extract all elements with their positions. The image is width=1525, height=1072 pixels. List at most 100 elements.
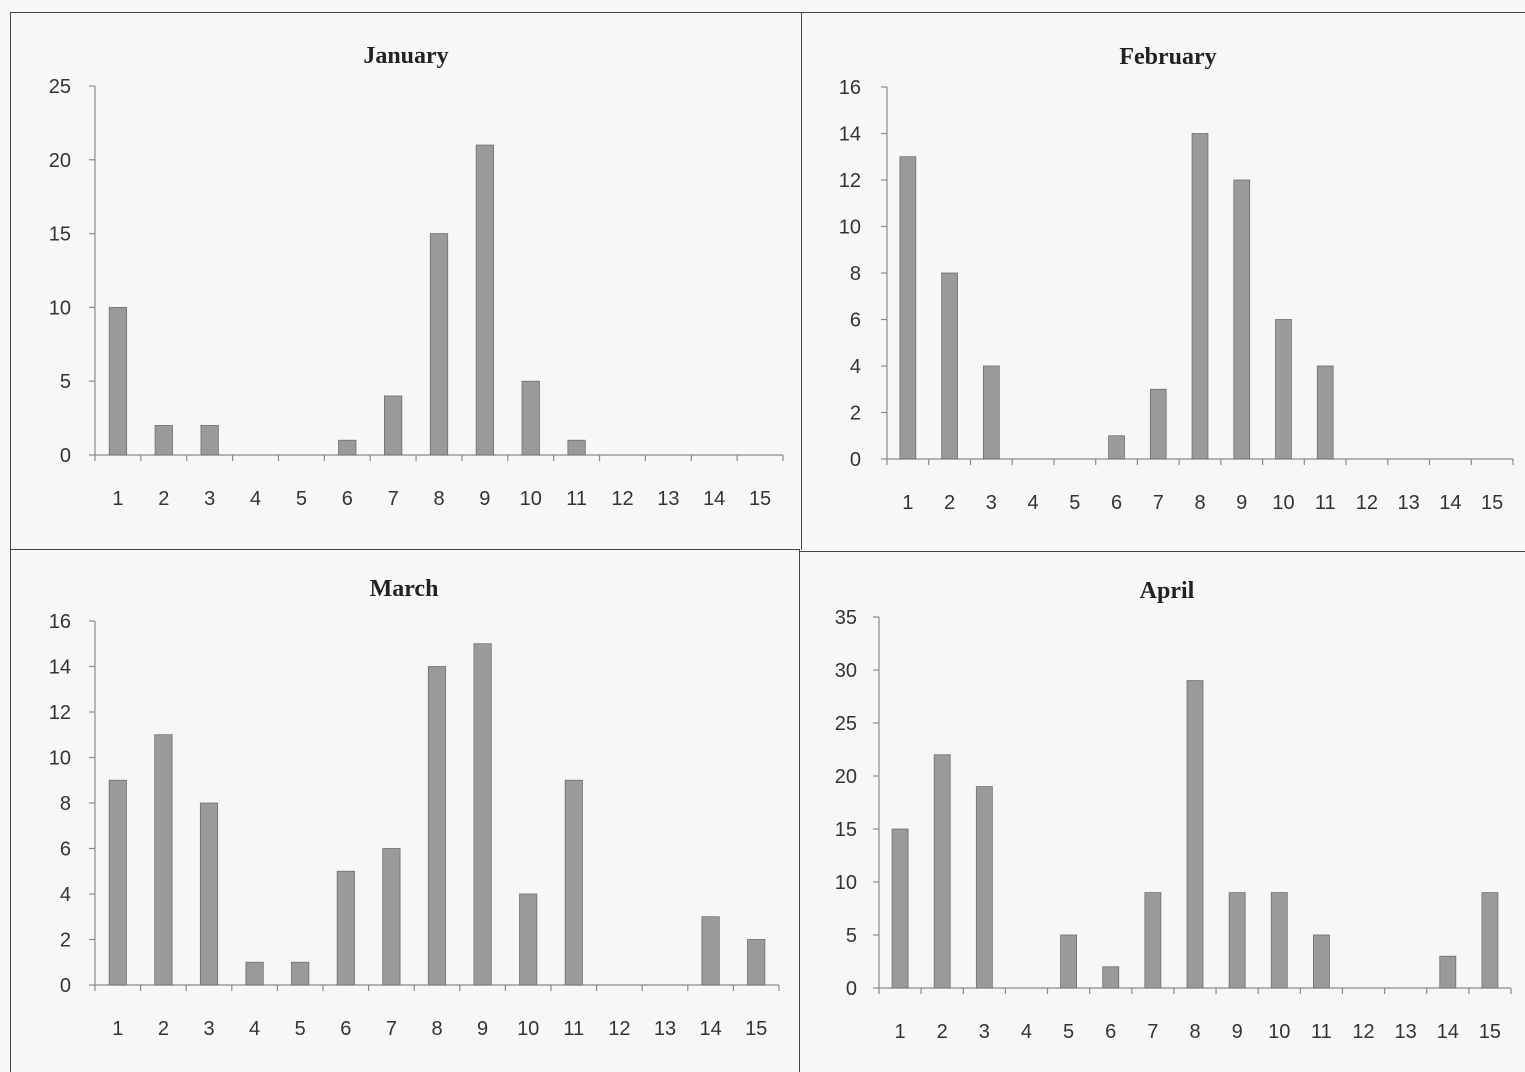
x-tick-label: 14 — [1439, 492, 1461, 514]
x-tick-label: 8 — [1194, 492, 1205, 514]
y-tick-label: 0 — [60, 445, 71, 467]
y-tick-label: 0 — [846, 978, 857, 1000]
bar-7 — [384, 395, 403, 456]
chart-panel-january: January 0 5 10 15 20 25 1 2 3 4 5 6 7 8 9 10 11 12 13 14 15 — [10, 12, 802, 550]
bar-8 — [427, 666, 447, 986]
y-tick-label: 4 — [850, 356, 861, 378]
bar-8 — [1191, 133, 1209, 460]
y-tick-label: 8 — [850, 263, 861, 285]
x-tick-label: 6 — [1111, 492, 1122, 514]
y-tick-label: 2 — [60, 930, 71, 952]
x-tick-label: 11 — [1311, 1021, 1332, 1043]
y-tick-label: 5 — [60, 371, 71, 393]
x-tick-label: 10 — [520, 488, 542, 510]
x-tick-label: 5 — [1063, 1021, 1074, 1043]
bar-15 — [1481, 892, 1499, 989]
bar-9 — [473, 643, 492, 986]
x-tick-label: 15 — [745, 1018, 767, 1040]
y-tick-label: 6 — [60, 839, 71, 861]
x-tick-label: 13 — [654, 1018, 676, 1040]
y-tick-label: 30 — [835, 660, 857, 682]
x-tick-label: 1 — [902, 492, 913, 514]
x-tick-label: 12 — [1356, 492, 1378, 514]
bar-10 — [1275, 319, 1292, 460]
bar-7 — [1144, 892, 1162, 989]
x-tick-label: 3 — [986, 492, 997, 514]
x-tick-label: 11 — [1315, 492, 1336, 514]
y-tick-label: 25 — [49, 76, 71, 98]
chart-title: February — [1119, 44, 1216, 70]
bar-9 — [475, 144, 494, 456]
x-tick-label: 4 — [250, 488, 261, 510]
x-tick-label: 5 — [1069, 492, 1080, 514]
bar-15 — [747, 939, 766, 986]
y-tick-label: 0 — [60, 975, 71, 997]
bar-11 — [567, 439, 586, 456]
x-tick-label: 6 — [1105, 1021, 1116, 1043]
x-tick-label: 8 — [433, 488, 444, 510]
bar-6 — [1102, 966, 1120, 989]
x-tick-label: 14 — [699, 1018, 721, 1040]
bar-3 — [975, 786, 993, 989]
x-tick-label: 8 — [1189, 1021, 1200, 1043]
y-tick-label: 14 — [49, 657, 71, 679]
x-tick-label: 6 — [342, 488, 353, 510]
bar-8 — [1186, 680, 1204, 989]
y-tick-label: 10 — [49, 748, 71, 770]
bar-7 — [1149, 388, 1167, 460]
y-tick-label: 8 — [60, 793, 71, 815]
x-tick-label: 7 — [388, 488, 399, 510]
x-tick-label: 10 — [517, 1018, 539, 1040]
x-tick-label: 9 — [1236, 492, 1247, 514]
x-tick-label: 2 — [158, 1018, 169, 1040]
x-tick-label: 9 — [479, 488, 490, 510]
bar-2 — [154, 734, 173, 986]
x-tick-label: 10 — [1272, 492, 1294, 514]
chart-panel-april: April 0 5 10 15 20 25 30 35 1 2 3 4 5 6 7 8 9 10 11 12 13 14 1… — [799, 551, 1525, 1072]
y-tick-label: 2 — [850, 403, 861, 425]
y-tick-label: 10 — [49, 297, 71, 319]
x-tick-label: 7 — [1153, 492, 1164, 514]
x-tick-label: 15 — [749, 488, 771, 510]
bar-9 — [1228, 892, 1246, 989]
y-tick-label: 10 — [835, 872, 857, 894]
x-tick-label: 14 — [703, 488, 725, 510]
x-tick-label: 12 — [608, 1018, 630, 1040]
chart-panel-february: February 0 2 4 6 8 10 12 14 16 1 2 3 4 5 6 7 8 9 10 11 12 13 1… — [801, 12, 1525, 552]
x-tick-label: 15 — [1481, 492, 1503, 514]
x-tick-label: 3 — [203, 1018, 214, 1040]
x-tick-label: 7 — [386, 1018, 397, 1040]
x-tick-label: 2 — [937, 1021, 948, 1043]
x-tick-label: 2 — [158, 488, 169, 510]
x-tick-label: 13 — [1398, 492, 1420, 514]
bar-8 — [429, 233, 449, 456]
y-tick-label: 5 — [846, 925, 857, 947]
chart-title: January — [363, 43, 448, 69]
y-tick-label: 6 — [850, 310, 861, 332]
bar-14 — [701, 916, 720, 986]
bar-6 — [338, 439, 357, 456]
x-tick-label: 13 — [1395, 1021, 1417, 1043]
x-tick-label: 1 — [112, 488, 123, 510]
x-tick-label: 4 — [1028, 492, 1039, 514]
bar-1 — [899, 156, 917, 460]
bar-11 — [1312, 934, 1330, 989]
y-tick-label: 20 — [835, 766, 857, 788]
bar-5 — [1060, 934, 1078, 989]
y-tick-label: 16 — [49, 611, 71, 633]
x-tick-label: 3 — [204, 488, 215, 510]
x-tick-label: 12 — [1352, 1021, 1374, 1043]
x-tick-label: 15 — [1479, 1021, 1501, 1043]
y-tick-label: 35 — [835, 607, 857, 629]
bar-1 — [108, 306, 128, 456]
bar-11 — [1316, 365, 1334, 460]
bar-11 — [564, 779, 583, 986]
x-tick-label: 7 — [1147, 1021, 1158, 1043]
y-tick-label: 10 — [839, 217, 861, 239]
chart-panel-march: March 0 2 4 6 8 10 12 14 16 1 2 3 4 5 6 7 8 9 10 11 12 13 14 15 — [10, 549, 800, 1072]
bar-10 — [521, 380, 540, 456]
x-tick-label: 5 — [295, 1018, 306, 1040]
